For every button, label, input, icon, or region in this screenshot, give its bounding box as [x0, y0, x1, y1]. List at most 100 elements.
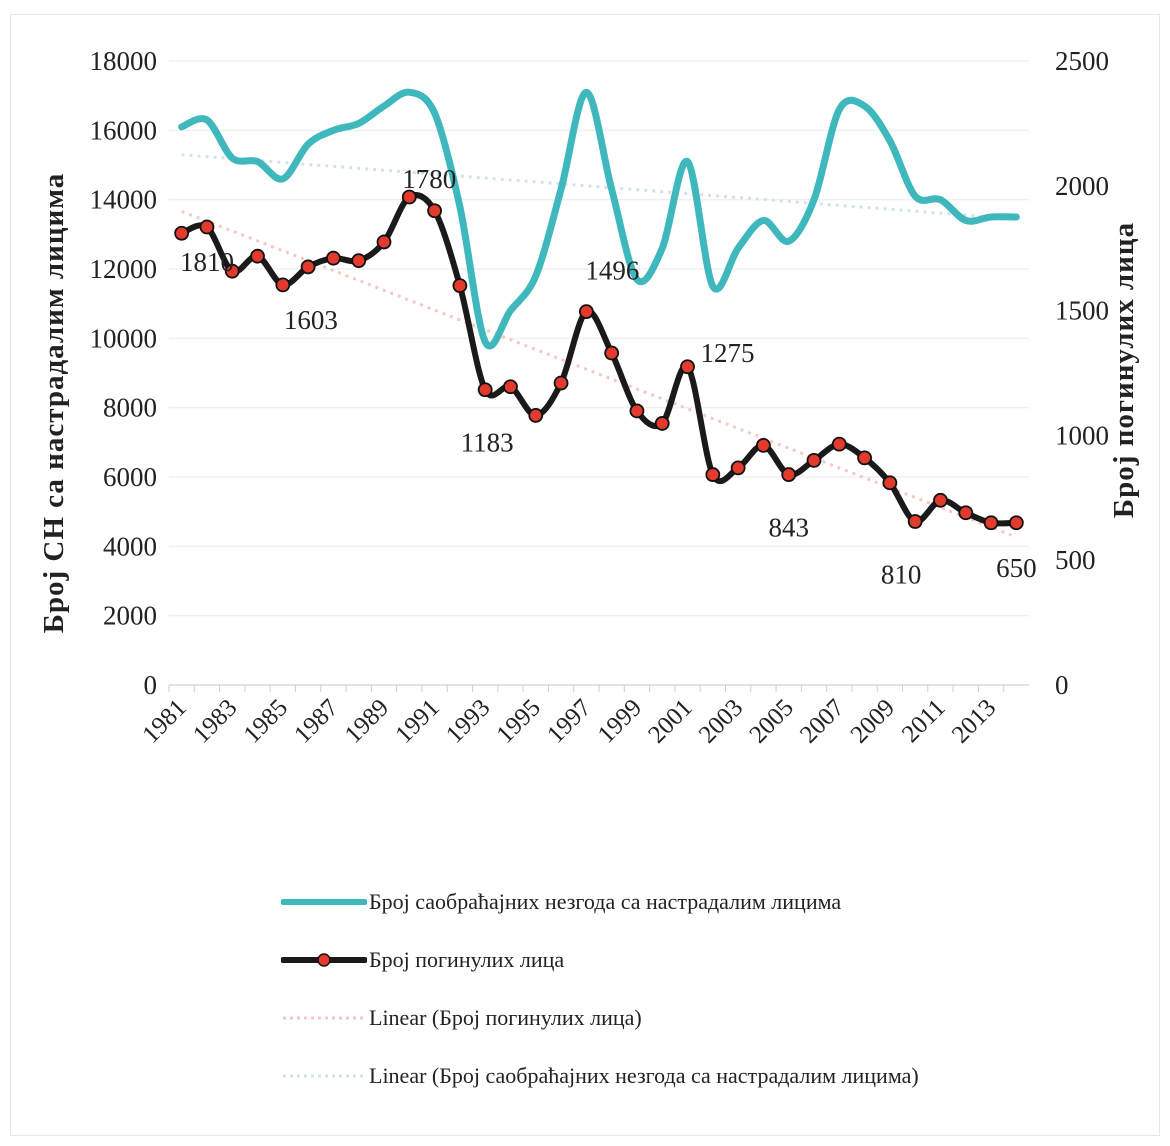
y-axis-left-title: Број СН са настрадалим лицима — [38, 173, 70, 634]
x-tick-label: 2013 — [947, 694, 1001, 748]
fatalities-marker — [806, 452, 822, 468]
fatalities-marker — [401, 189, 417, 205]
fatalities-marker — [1008, 515, 1024, 531]
legend-item-fatalities: Број погинулих лица — [280, 931, 919, 989]
legend-swatch-trend-crashes — [281, 1066, 367, 1086]
fatalities-marker — [629, 403, 645, 419]
y-left-tick-label: 0 — [144, 670, 158, 700]
y-left-tick-label: 6000 — [103, 462, 157, 492]
fatalities-marker — [705, 467, 721, 482]
fatalities-marker — [452, 278, 468, 294]
data-label: 843 — [768, 513, 809, 543]
x-tick-label: 1993 — [441, 694, 495, 748]
x-tick-label: 1981 — [137, 694, 191, 748]
fatalities-marker — [907, 514, 923, 529]
y-left-tick-label: 8000 — [103, 393, 157, 423]
data-label: 1183 — [461, 428, 514, 458]
legend-label-crashes: Број саобраћајних незгода са настрадалим… — [369, 889, 842, 914]
x-tick-label: 2009 — [846, 694, 900, 748]
chart-frame: 0 2000 4000 6000 8000 10000 12000 14000 16000 180… — [10, 14, 1160, 1136]
series-line-fatalities — [178, 192, 1020, 527]
data-label: 1496 — [585, 256, 639, 286]
fatalities-marker — [427, 203, 442, 219]
y-axis-left-ticks: 0 2000 4000 6000 8000 10000 12000 14000 16000 180… — [90, 46, 158, 700]
legend-swatch-fatalities — [280, 950, 368, 970]
fatalities-marker — [578, 304, 594, 319]
fatalities-marker — [882, 475, 898, 491]
y-right-tick-label: 500 — [1055, 545, 1096, 575]
x-tick-label: 1987 — [289, 694, 343, 748]
x-tick-label: 1991 — [390, 694, 444, 748]
fatalities-marker — [300, 259, 316, 275]
fatalities-marker — [199, 219, 215, 235]
y-right-tick-label: 2000 — [1055, 171, 1109, 201]
legend-label-trend-crashes: Linear (Број саобраћајних незгода са нас… — [369, 1063, 919, 1088]
x-tick-label: 2003 — [694, 694, 748, 748]
y-left-tick-label: 14000 — [90, 185, 158, 215]
legend: Број саобраћајних незгода са настрадалим… — [280, 873, 919, 1105]
fatalities-marker — [654, 416, 670, 431]
data-label: 810 — [881, 560, 922, 590]
fatalities-marker — [275, 277, 291, 293]
series-lines — [178, 88, 1020, 527]
x-tick-label: 1989 — [340, 694, 394, 748]
y-left-tick-label: 18000 — [90, 46, 158, 76]
fatalities-marker — [174, 225, 190, 241]
y-right-tick-label: 2500 — [1055, 46, 1109, 76]
x-tick-label: 1995 — [492, 694, 546, 748]
fatalities-marker — [983, 515, 999, 531]
x-tick-label: 1999 — [593, 694, 647, 748]
y-right-tick-label: 0 — [1055, 670, 1069, 700]
fatalities-marker — [680, 359, 695, 375]
data-label: 650 — [996, 553, 1037, 583]
fatalities-marker — [326, 250, 341, 266]
legend-item-trend-crashes: Linear (Број саобраћајних незгода са нас… — [281, 1047, 919, 1105]
x-tick-label: 1985 — [239, 694, 293, 748]
fatalities-marker — [781, 467, 797, 482]
data-label: 1603 — [284, 305, 338, 335]
data-label: 1275 — [701, 338, 755, 368]
fatalities-marker — [503, 379, 518, 395]
trendline-left — [181, 153, 1017, 221]
y-axis-right-ticks: 0 500 1000 1500 2000 2500 — [1055, 46, 1109, 700]
series-markers — [174, 189, 1024, 531]
y-left-tick-label: 2000 — [103, 601, 157, 631]
fatalities-marker — [250, 248, 265, 264]
x-tick-label: 1997 — [542, 694, 596, 748]
x-axis-ticks: 1981198319851987198919911993199519971999… — [137, 685, 1005, 749]
y-right-tick-label: 1500 — [1055, 296, 1109, 326]
fatalities-marker — [730, 460, 746, 476]
y-left-tick-label: 10000 — [90, 323, 158, 353]
y-left-tick-label: 16000 — [90, 115, 158, 145]
x-tick-label: 2005 — [745, 694, 799, 748]
fatalities-marker — [224, 263, 240, 279]
fatalities-marker — [553, 375, 569, 391]
y-axis-right-title: Број погинулих лица — [1108, 222, 1140, 518]
fatalities-marker — [831, 436, 847, 452]
fatalities-marker — [933, 492, 948, 508]
fatalities-marker — [528, 408, 544, 423]
legend-item-trend-fatalities: Linear (Број погинулих лица) — [281, 989, 919, 1047]
legend-swatch-trend-fatalities — [281, 1008, 367, 1028]
data-label: 1810 — [180, 247, 234, 277]
line-chart: 0200040006000800010000120001400016000180… — [38, 46, 1140, 749]
data-label: 1780 — [402, 164, 456, 194]
fatalities-marker — [857, 450, 872, 466]
y-right-tick-label: 1000 — [1055, 420, 1109, 450]
fatalities-marker — [756, 437, 771, 453]
fatalities-marker — [958, 505, 974, 521]
x-tick-label: 2007 — [795, 694, 849, 748]
trendline-right — [181, 209, 1017, 539]
legend-label-trend-fatalities: Linear (Број погинулих лица) — [369, 1005, 642, 1030]
legend-label-fatalities: Број погинулих лица — [369, 947, 565, 972]
series-line-crashes — [178, 88, 1020, 350]
fatalities-marker — [477, 382, 493, 398]
trendlines — [181, 153, 1017, 539]
legend-item-crashes: Број саобраћајних незгода са настрадалим… — [280, 873, 919, 931]
data-labels: 1810 1603 1780 1183 1496 1275 843 810 650 — [180, 164, 1037, 589]
x-tick-label: 2001 — [643, 694, 697, 748]
fatalities-marker — [604, 345, 620, 361]
y-left-tick-label: 4000 — [103, 531, 157, 561]
y-left-tick-label: 12000 — [90, 254, 158, 284]
fatalities-marker — [376, 234, 392, 250]
